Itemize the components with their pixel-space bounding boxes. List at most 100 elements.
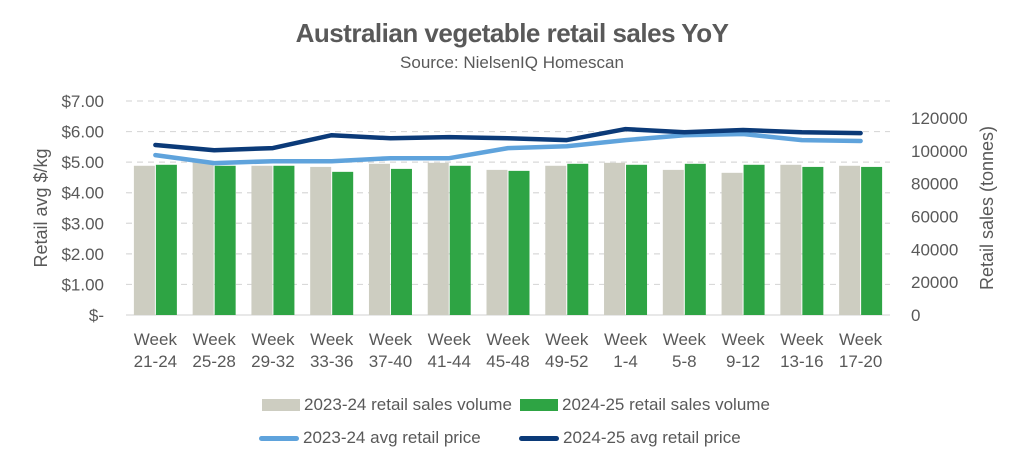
bar-2023-24-volume	[780, 164, 802, 315]
y-left-tick-label: $5.00	[61, 153, 104, 172]
x-tick-line-1: Week	[545, 330, 589, 349]
bar-2023-24-volume	[368, 163, 390, 315]
x-tick-line-1: Week	[134, 330, 178, 349]
legend-swatch	[259, 435, 299, 441]
bar-2024-25-volume	[802, 166, 824, 315]
y-right-tick-label: 100000	[911, 142, 968, 161]
x-tick-line-1: Week	[721, 330, 765, 349]
x-tick-line-2: 49-52	[545, 352, 588, 371]
chart-subtitle: Source: NielsenIQ Homescan	[400, 53, 624, 72]
x-tick-line-1: Week	[486, 330, 530, 349]
legend-swatch	[519, 435, 559, 441]
bar-2023-24-volume	[545, 165, 567, 315]
bar-2024-25-volume	[390, 168, 412, 315]
bar-2024-25-volume	[567, 163, 589, 315]
y-left-tick-label: $2.00	[61, 245, 104, 264]
legend-label: 2023-24 avg retail price	[303, 428, 481, 447]
bar-2024-25-volume	[155, 164, 177, 315]
legend-item-2023-24-volume: 2023-24 retail sales volume	[262, 395, 512, 415]
legend-label: 2023-24 retail sales volume	[304, 395, 512, 414]
x-tick-label: Week 5-8	[663, 330, 707, 371]
bar-2024-25-volume	[449, 165, 471, 315]
bar-2024-25-volume	[684, 163, 706, 315]
x-tick-line-2: 25-28	[192, 352, 235, 371]
x-tick-line-2: 17-20	[839, 352, 882, 371]
bar-2023-24-volume	[251, 165, 273, 315]
x-tick-label: Week 17-20	[839, 330, 883, 371]
x-tick-line-1: Week	[193, 330, 237, 349]
y-right-tick-label: 120000	[911, 109, 968, 128]
x-tick-line-1: Week	[310, 330, 354, 349]
y-axis-right: 0 20000 40000 60000 80000 100000 120000	[911, 109, 968, 325]
bar-2024-25-volume	[743, 164, 765, 315]
bar-2024-25-volume	[626, 164, 648, 315]
y-left-tick-label: $3.00	[61, 214, 104, 233]
x-tick-label: Week 45-48	[486, 330, 530, 371]
bar-2023-24-volume	[662, 169, 684, 315]
x-tick-line-2: 9-12	[726, 352, 760, 371]
legend-item-2024-25-volume: 2024-25 retail sales volume	[520, 395, 770, 415]
x-tick-label: Week 25-28	[192, 330, 236, 371]
bar-2024-25-volume	[508, 170, 530, 315]
bar-2024-25-volume	[214, 165, 236, 315]
x-tick-line-2: 5-8	[672, 352, 697, 371]
bar-2023-24-volume	[839, 165, 861, 315]
y-left-tick-label: $6.00	[61, 123, 104, 142]
lines	[153, 126, 863, 166]
legend-label: 2024-25 avg retail price	[563, 428, 741, 447]
y-left-tick-label: $1.00	[61, 275, 104, 294]
bars	[133, 161, 883, 315]
x-tick-label: Week 13-16	[780, 330, 824, 371]
legend-item-2023-24-price: 2023-24 avg retail price	[259, 428, 481, 448]
y-right-tick-label: 80000	[911, 175, 958, 194]
x-tick-line-2: 41-44	[427, 352, 470, 371]
x-tick-line-2: 33-36	[310, 352, 353, 371]
x-tick-label: Week 49-52	[545, 330, 589, 371]
x-tick-line-1: Week	[604, 330, 648, 349]
y-right-tick-label: 60000	[911, 208, 958, 227]
bar-2024-25-volume	[861, 166, 883, 315]
y-right-tick-label: 40000	[911, 240, 958, 259]
bar-2023-24-volume	[486, 169, 508, 315]
bar-2023-24-volume	[192, 161, 214, 315]
legend-swatch	[262, 399, 300, 411]
x-tick-label: Week 29-32	[251, 330, 295, 371]
line-2024-25-price	[153, 126, 863, 153]
x-tick-line-1: Week	[663, 330, 707, 349]
x-tick-label: Week 9-12	[721, 330, 765, 371]
x-tick-line-1: Week	[251, 330, 295, 349]
x-tick-line-1: Week	[369, 330, 413, 349]
bar-2024-25-volume	[332, 171, 354, 315]
legend-label: 2024-25 retail sales volume	[562, 395, 770, 414]
y-left-tick-label: $4.00	[61, 184, 104, 203]
y-axis-left: $- $1.00 $2.00 $3.00 $4.00 $5.00 $6.00 $7.00	[61, 92, 104, 325]
bar-2023-24-volume	[721, 172, 743, 315]
y-right-tick-label: 20000	[911, 273, 958, 292]
y-axis-left-label: Retail avg $/kg	[31, 148, 51, 267]
x-tick-line-2: 45-48	[486, 352, 529, 371]
chart-title: Australian vegetable retail sales YoY	[295, 18, 729, 48]
line-2023-24-price	[153, 131, 863, 166]
x-tick-label: Week 41-44	[427, 330, 471, 371]
x-tick-line-2: 1-4	[613, 352, 638, 371]
x-tick-label: Week 37-40	[369, 330, 413, 371]
x-tick-line-2: 37-40	[369, 352, 412, 371]
bar-2023-24-volume	[133, 165, 155, 315]
x-tick-line-2: 13-16	[780, 352, 823, 371]
x-tick-line-1: Week	[428, 330, 472, 349]
x-tick-line-2: 29-32	[251, 352, 294, 371]
y-right-tick-label: 0	[911, 306, 920, 325]
x-tick-label: Week 21-24	[134, 330, 178, 371]
bar-2023-24-volume	[604, 162, 626, 315]
x-tick-label: Week 33-36	[310, 330, 354, 371]
bar-2024-25-volume	[273, 165, 295, 315]
y-left-tick-label: $-	[89, 306, 104, 325]
y-axis-right-label: Retail sales (tonnes)	[977, 126, 997, 290]
bar-2023-24-volume	[427, 162, 449, 315]
legend-swatch	[520, 399, 558, 411]
x-tick-line-1: Week	[839, 330, 883, 349]
y-left-tick-label: $7.00	[61, 92, 104, 111]
x-tick-line-1: Week	[780, 330, 824, 349]
